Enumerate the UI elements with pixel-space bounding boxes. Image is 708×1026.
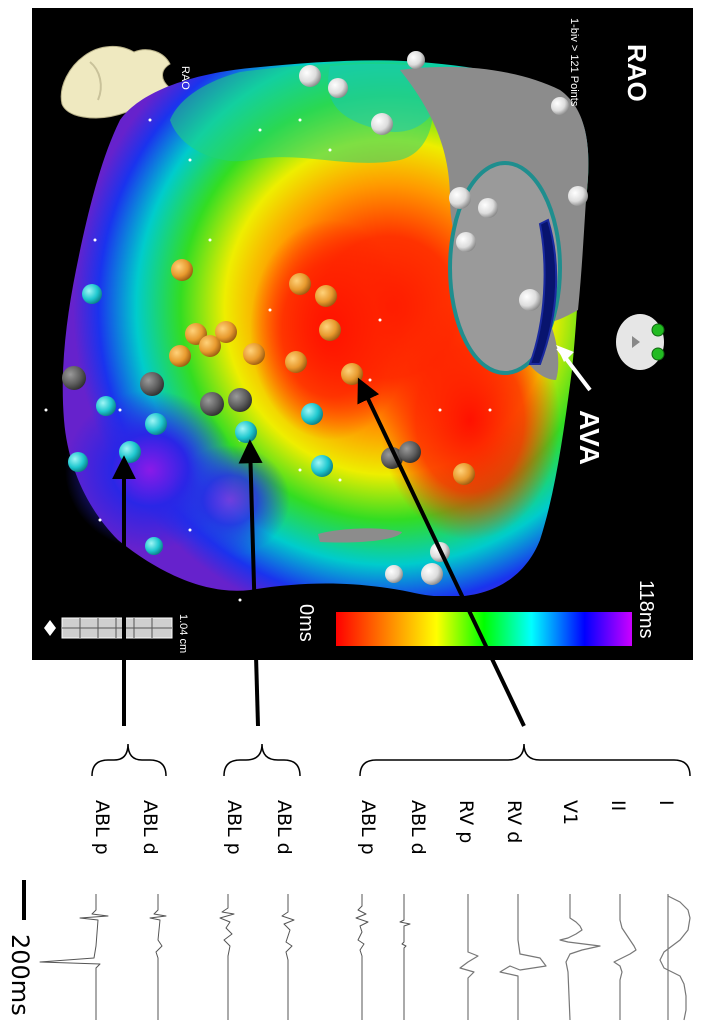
trace-II [613,894,637,1020]
channel-label: ABL p [357,800,379,855]
trace-V1 [559,894,601,1021]
vessel-structure [528,218,558,365]
channel-label: RV d [503,800,525,843]
bracket-group2 [223,743,301,777]
arrow-group2 [238,439,263,727]
channel-label: V1 [559,800,581,825]
trace-RV-p [459,894,479,1020]
ava-annotation: AVA [556,345,605,465]
channel-label: ABL p [91,800,113,855]
time-scale-label: 200ms [6,934,34,1016]
colorbar-min-label: 0ms [295,604,317,642]
ava-label: AVA [574,410,605,465]
pointer-arrows [112,377,526,727]
channel-label: I [655,800,677,806]
electroanatomic-map-panel: RAO 1-biv > 121 Points RAO AVA [32,8,693,660]
trace-ABL-d-1 [399,894,411,1020]
trace-ABL-d-2 [281,894,295,1020]
trace-RV-d [499,894,547,1020]
channel-label: RV p [455,800,477,843]
bracket-group1 [359,743,691,777]
cyan-points [68,284,333,555]
channel-labels: I II V1 RV d RV p ABL d ABL p ABL d ABL … [91,800,677,855]
orientation-head-icon [616,314,665,370]
channel-label: ABL d [273,800,295,855]
heart-view-label: RAO [179,66,191,90]
gray-points [62,366,421,469]
ava-region [448,161,562,375]
colorbar: 0ms 118ms [288,580,657,654]
time-scale-bar: 200ms [6,880,34,1016]
bracket-group3 [91,743,167,777]
trace-ABL-p-1 [355,894,369,1020]
trace-ABL-d-3 [149,894,167,1020]
egm-traces [39,894,691,1021]
channel-label: ABL d [407,800,429,855]
view-label: RAO [622,44,652,102]
arrow-group1 [357,377,526,727]
orange-points [169,259,475,485]
trace-ABL-p-2 [219,894,235,1020]
trace-I [659,894,691,1021]
distance-scale: 1.04 cm [44,614,189,653]
distance-scale-label: 1.04 cm [177,614,189,653]
points-info: 1-biv > 121 Points [568,18,580,107]
channel-label: ABL p [223,800,245,855]
trace-ABL-p-3 [39,894,109,1020]
channel-label: ABL d [139,800,161,855]
colorbar-max-label: 118ms [635,580,657,639]
channel-label: II [607,800,629,811]
brackets [91,743,691,777]
